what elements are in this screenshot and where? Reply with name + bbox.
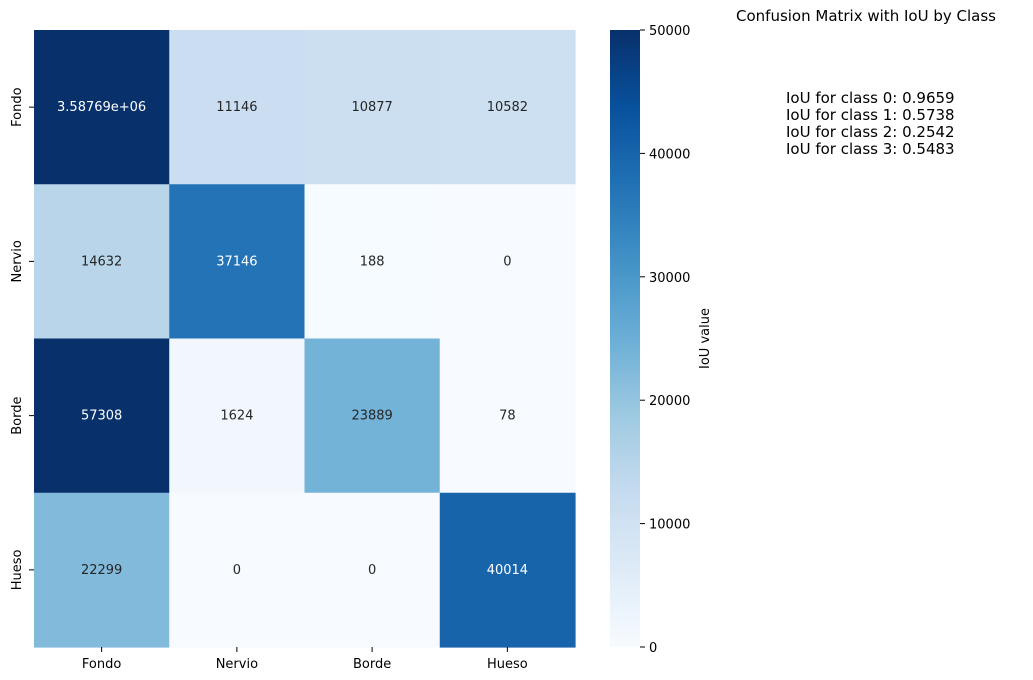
colorbar-tick-label-1: 10000 [649, 518, 690, 533]
colorbar [610, 30, 640, 647]
colorbar-tick-label-5: 50000 [649, 24, 690, 39]
iou-line-class-1: IoU for class 1: 0.5738 [786, 106, 955, 124]
chart-title: Confusion Matrix with IoU by Class [736, 7, 996, 25]
colorbar-tick-label-3: 30000 [649, 271, 690, 286]
cell-label-r2-c3: 78 [499, 409, 516, 424]
cell-label-r3-c1: 0 [233, 563, 241, 578]
heatmap-cell-r0-c0 [34, 30, 170, 185]
cell-label-r3-c2: 0 [368, 563, 376, 578]
cell-label-r0-c3: 10582 [487, 100, 528, 115]
y-tick-label-1: Nervio [10, 240, 25, 282]
x-tick-label-2: Borde [353, 657, 391, 672]
heatmap-cell-r1-c2 [304, 184, 441, 340]
heatmap-cell-r3-c0 [34, 492, 170, 648]
iou-text-block: IoU for class 0: 0.9659 IoU for class 1:… [786, 90, 955, 158]
x-tick-label-3: Hueso [487, 657, 528, 672]
heatmap-cell-r3-c2 [304, 492, 441, 648]
x-tick-label-1: Nervio [216, 657, 258, 672]
heatmap-cell-r1-c0 [34, 184, 170, 340]
cell-label-r2-c0: 57308 [81, 409, 122, 424]
iou-line-class-3: IoU for class 3: 0.5483 [786, 140, 955, 158]
heatmap-cell-r0-c1 [169, 30, 306, 185]
heatmap-cell-r2-c2 [304, 338, 441, 494]
heatmap-cell-r0-c3 [439, 30, 576, 185]
heatmap-cell-r2-c3 [439, 338, 576, 494]
cell-label-r1-c3: 0 [503, 254, 511, 269]
cell-label-r1-c1: 37146 [216, 254, 257, 269]
colorbar-tick-label-4: 40000 [649, 147, 690, 162]
cell-label-r1-c2: 188 [360, 254, 385, 269]
cell-label-r0-c2: 10877 [351, 100, 392, 115]
heatmap-cell-r1-c3 [439, 184, 576, 340]
y-tick-label-2: Borde [10, 397, 25, 435]
heatmap-cell-r2-c1 [169, 338, 306, 494]
y-tick-label-0: Fondo [10, 87, 25, 126]
heatmap-cell-r0-c2 [304, 30, 441, 185]
cell-label-r3-c0: 22299 [81, 563, 122, 578]
heatmap-cell-r1-c1 [169, 184, 306, 340]
colorbar-tick-label-2: 20000 [649, 394, 690, 409]
heatmap-cell-r3-c3 [439, 492, 576, 648]
cell-label-r2-c1: 1624 [220, 409, 253, 424]
cell-label-r0-c0: 3.58769e+06 [57, 100, 146, 115]
cell-label-r3-c3: 40014 [487, 563, 528, 578]
x-tick-label-0: Fondo [82, 657, 121, 672]
heatmap-cell-r2-c0 [34, 338, 170, 494]
iou-line-class-0: IoU for class 0: 0.9659 [786, 89, 955, 107]
heatmap-cell-r3-c1 [169, 492, 306, 648]
y-tick-label-3: Hueso [10, 549, 25, 590]
cell-label-r2-c2: 23889 [351, 409, 392, 424]
cell-label-r0-c1: 11146 [216, 100, 257, 115]
colorbar-label: IoU value [698, 308, 713, 369]
colorbar-tick-label-0: 0 [649, 641, 657, 656]
cell-label-r1-c0: 14632 [81, 254, 122, 269]
iou-line-class-2: IoU for class 2: 0.2542 [786, 123, 955, 141]
